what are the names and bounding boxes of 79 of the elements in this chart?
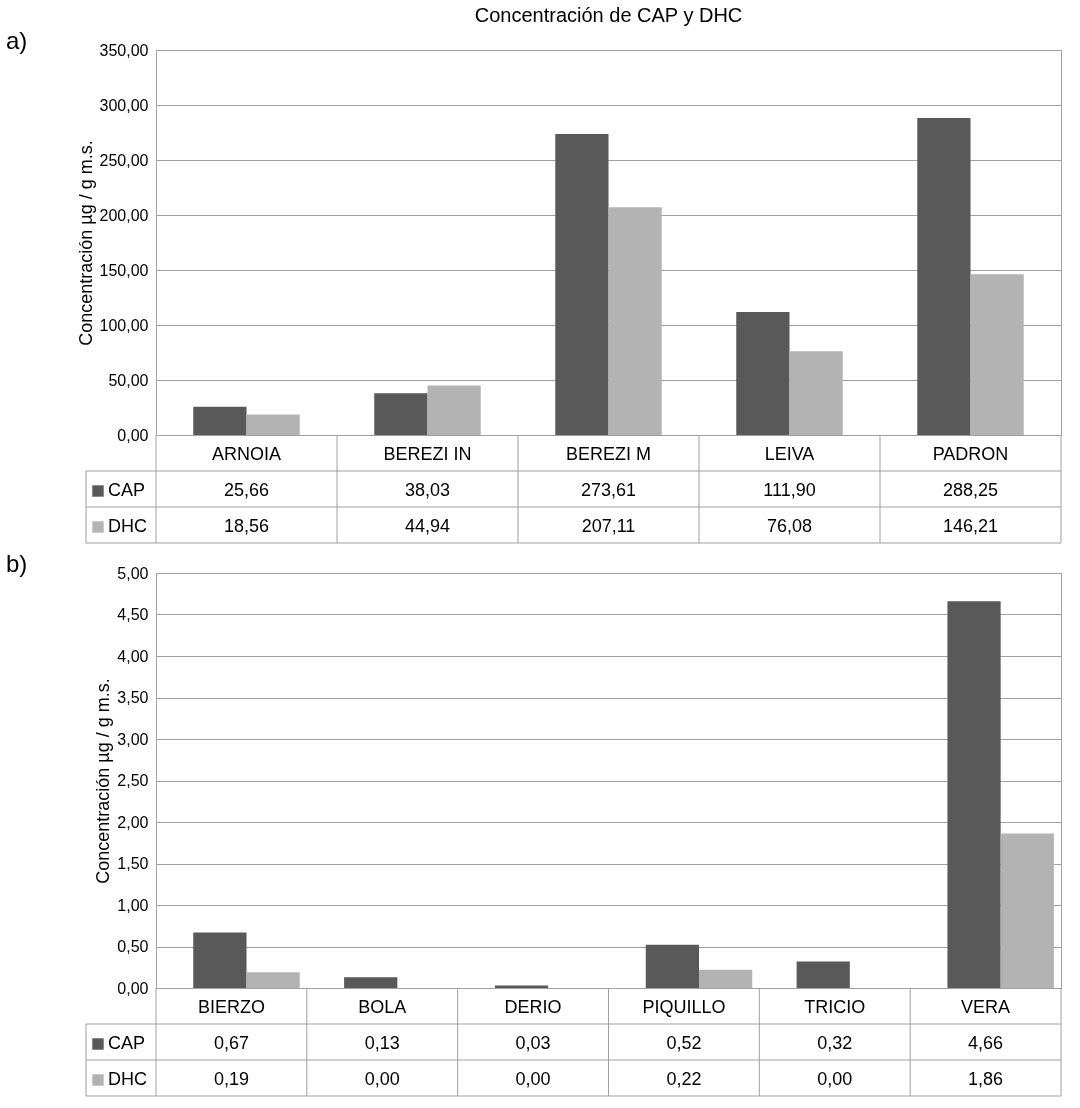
- y-tick-label: 4,00: [117, 647, 149, 665]
- data-label: 44,94: [404, 516, 451, 536]
- y-tick-label: 0,00: [117, 979, 149, 997]
- data-label: 0,03: [515, 1033, 551, 1053]
- chart-title: Concentración de CAP y DHC: [474, 4, 743, 26]
- data-label: 273,61: [580, 480, 637, 500]
- bar: [789, 351, 843, 435]
- x-tick-label: BEREZI IN: [383, 444, 472, 464]
- y-tick-label: 5,00: [117, 564, 149, 582]
- bar: [246, 414, 300, 435]
- data-label: 111,90: [763, 480, 816, 500]
- x-tick-label: PADRON: [932, 444, 1009, 464]
- y-tick-label: 2,00: [117, 813, 149, 831]
- x-tick-label: DERIO: [504, 997, 562, 1017]
- data-label: 0,00: [817, 1069, 853, 1089]
- data-label: 0,67: [213, 1033, 249, 1053]
- y-tick-label: 0,00: [117, 426, 149, 444]
- data-label: 207,11: [581, 516, 636, 536]
- bar: [947, 601, 1001, 988]
- bar: [796, 961, 850, 988]
- text: a): [6, 27, 28, 54]
- y-tick-label: 4,50: [117, 606, 149, 623]
- data-label: 0,32: [817, 1033, 853, 1053]
- x-tick-label: BEREZI M: [565, 444, 652, 464]
- data-label: 38,03: [404, 480, 451, 500]
- y-tick-label: 3,00: [117, 730, 149, 748]
- x-tick-label: TRICIO: [804, 997, 866, 1017]
- bar: [970, 274, 1024, 435]
- data-label: 0,13: [364, 1033, 400, 1053]
- data-label: 146,21: [942, 516, 999, 536]
- bar: [699, 969, 753, 988]
- bar: [608, 207, 662, 435]
- y-axis-title: Concentración µg / g m.s.: [93, 678, 114, 884]
- x-tick-label: VERA: [961, 997, 1011, 1017]
- x-tick-label: BOLA: [358, 997, 407, 1017]
- data-label: 1,86: [968, 1069, 1004, 1089]
- bar: [427, 385, 481, 435]
- y-tick-label: 1,50: [117, 855, 149, 872]
- legend-label: DHC: [108, 516, 147, 536]
- y-axis-title: Concentración µg / g m.s.: [75, 140, 96, 346]
- bar: [193, 932, 247, 988]
- legend-label: CAP: [108, 480, 146, 500]
- y-tick-label: 2,50: [117, 772, 149, 789]
- data-label: 25,66: [223, 480, 270, 500]
- data-label: 0,52: [666, 1033, 702, 1053]
- bar: [1000, 833, 1054, 988]
- data-label: 76,08: [766, 516, 813, 536]
- data-label: 0,00: [515, 1069, 551, 1089]
- data-label: 4,66: [968, 1033, 1004, 1053]
- data-label: 18,56: [223, 516, 270, 536]
- y-tick-label: 3,50: [117, 689, 149, 706]
- bar: [344, 977, 398, 988]
- data-label: 0,00: [364, 1069, 400, 1089]
- bar: [645, 944, 699, 988]
- x-tick-label: PIQUILLO: [642, 997, 726, 1017]
- bar: [246, 972, 300, 988]
- y-tick-label: 100,00: [99, 316, 149, 334]
- x-tick-label: LEIVA: [764, 444, 815, 464]
- data-label: 0,22: [666, 1069, 702, 1089]
- legend-label: CAP: [108, 1033, 146, 1053]
- y-tick-label: 250,00: [99, 151, 149, 169]
- y-tick-label: 150,00: [99, 261, 149, 279]
- bar: [374, 393, 428, 435]
- bar: [193, 406, 247, 435]
- data-label: 288,25: [942, 480, 999, 500]
- y-tick-label: 50,00: [108, 371, 149, 389]
- y-tick-label: 300,00: [99, 96, 149, 114]
- y-tick-label: 200,00: [99, 206, 149, 224]
- data-label: 0,19: [213, 1069, 249, 1089]
- y-tick-label: 1,00: [117, 896, 149, 914]
- legend-label: DHC: [108, 1069, 147, 1089]
- x-tick-label: BIERZO: [197, 997, 265, 1017]
- text: b): [6, 550, 28, 577]
- bar: [736, 311, 790, 435]
- bar: [555, 134, 609, 435]
- x-tick-label: ARNOIA: [211, 444, 282, 464]
- y-tick-label: 350,00: [99, 41, 149, 59]
- bar: [917, 117, 971, 435]
- y-tick-label: 0,50: [117, 938, 149, 955]
